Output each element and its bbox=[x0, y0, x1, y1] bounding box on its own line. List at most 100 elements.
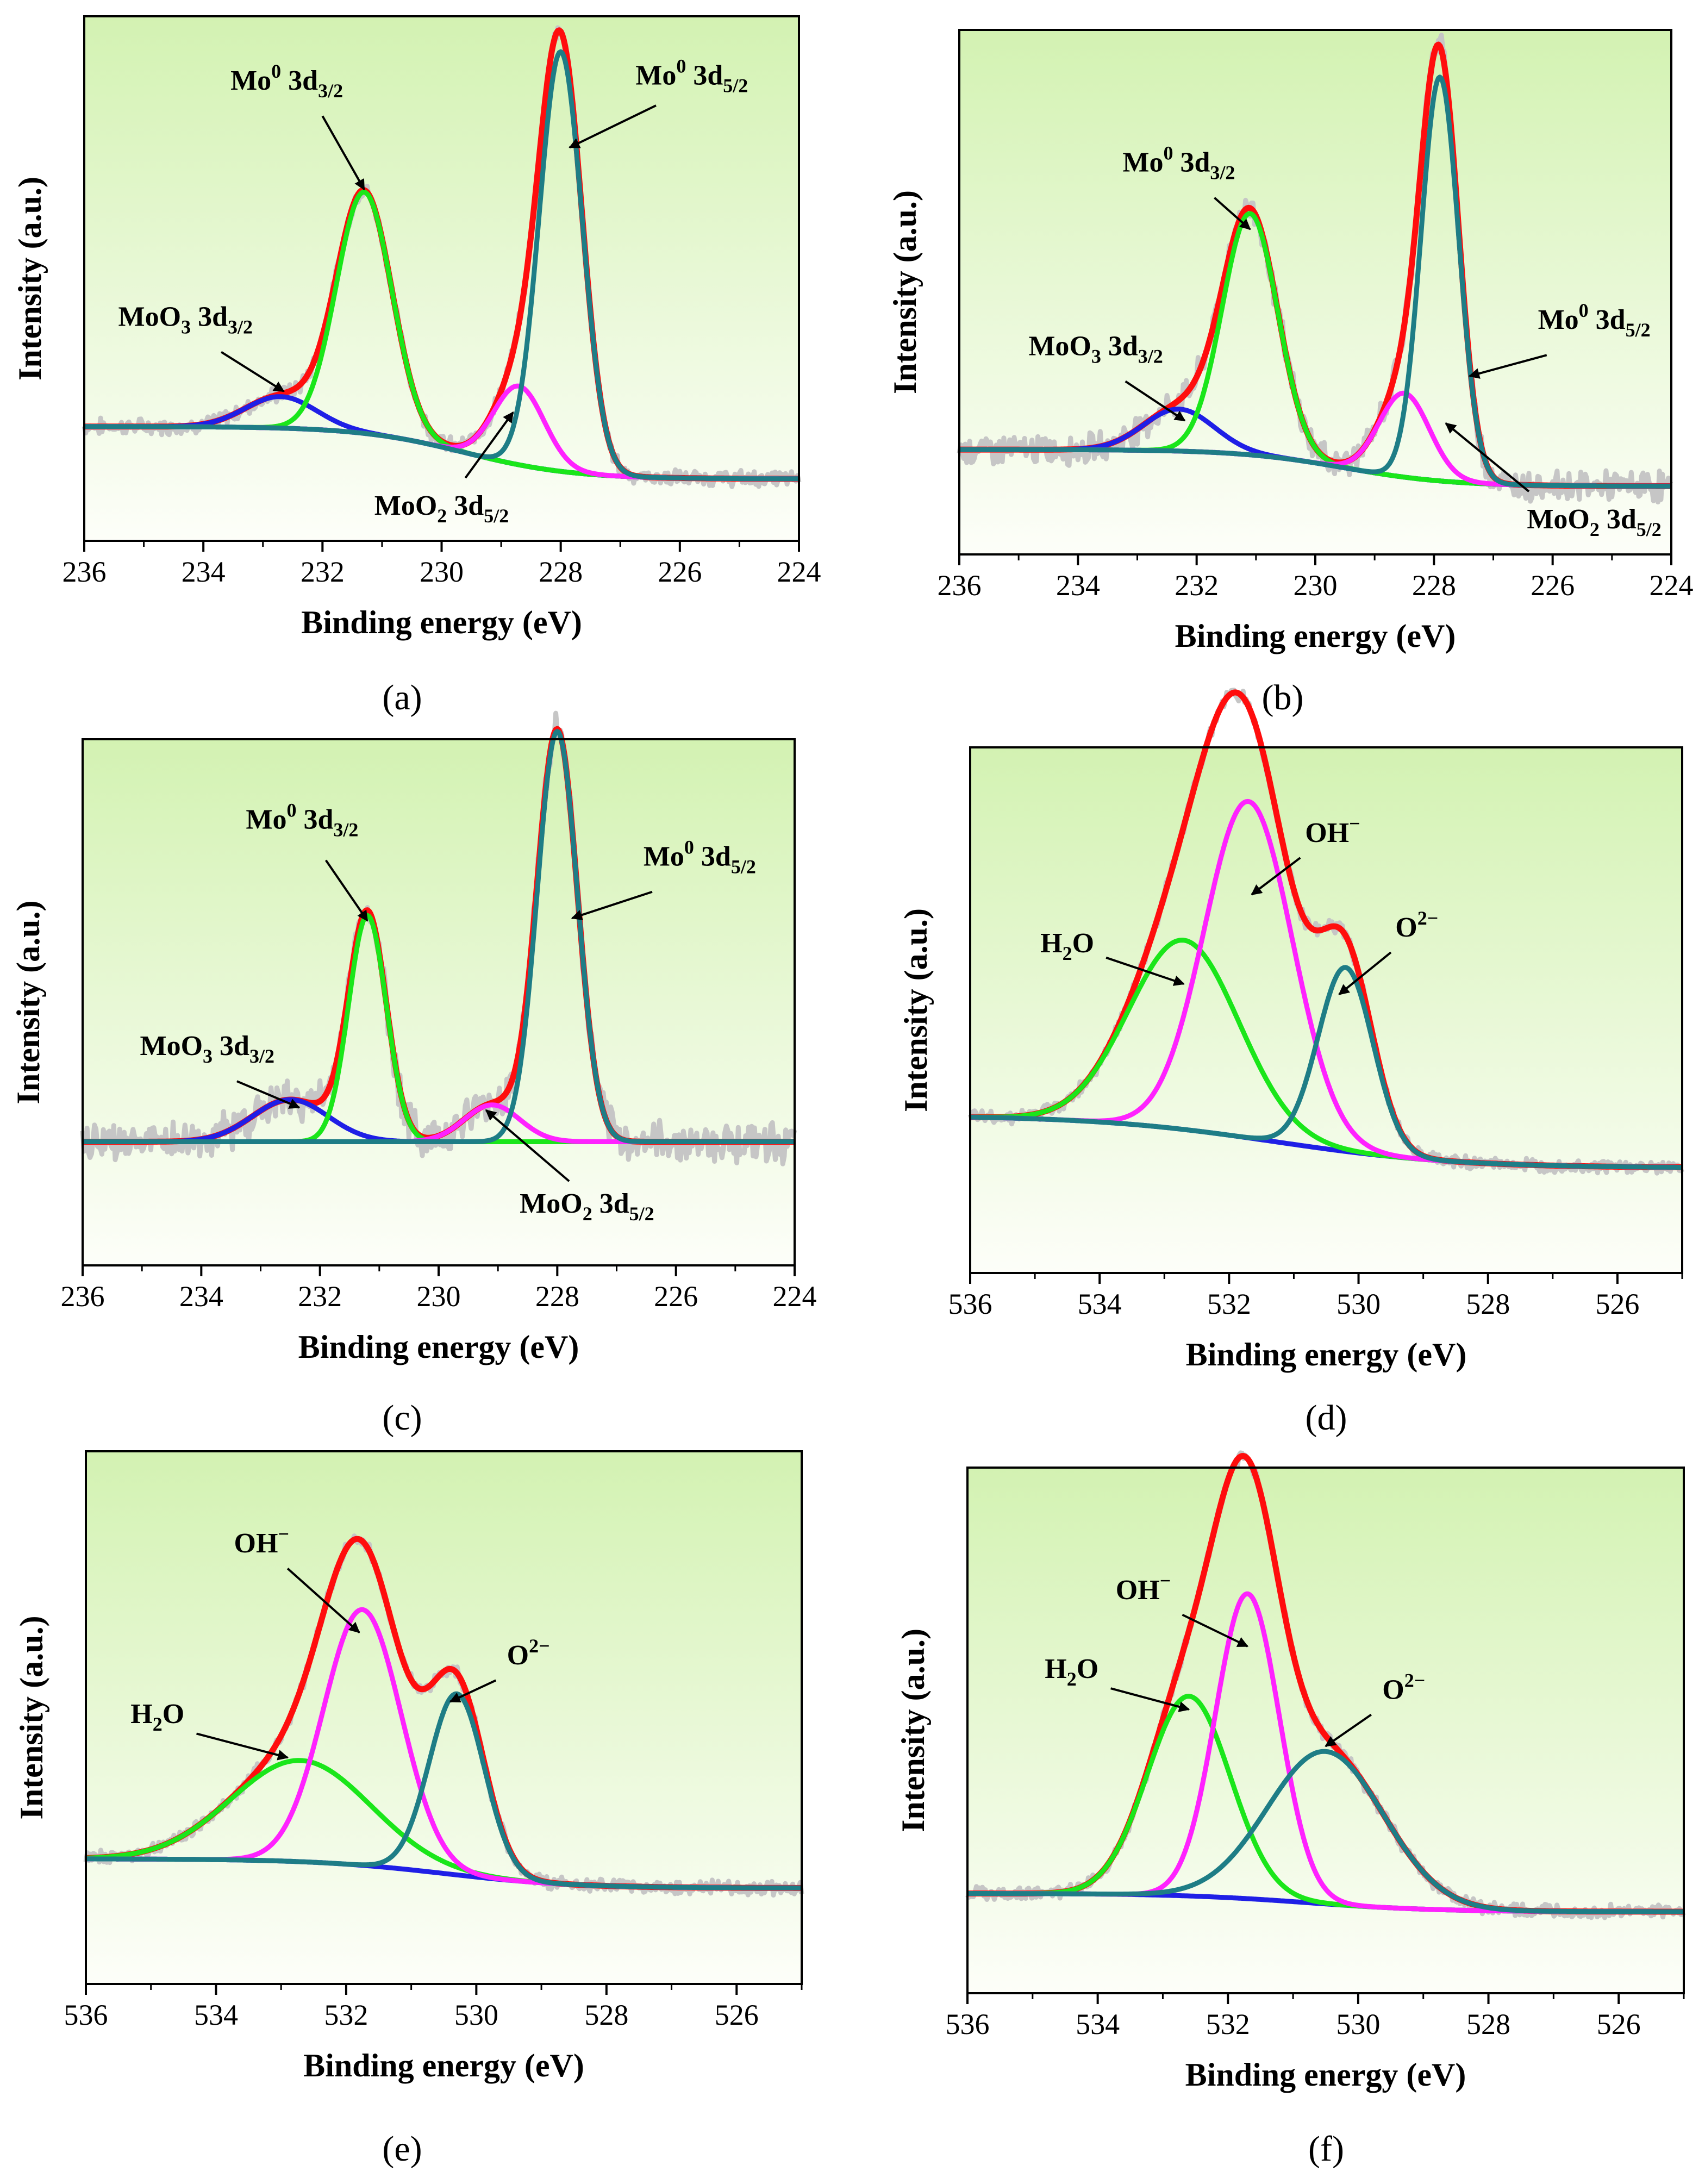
axes-frame bbox=[966, 1467, 1685, 1994]
peak-o2-line bbox=[85, 1691, 803, 1890]
x-tick-label: 526 bbox=[1597, 2008, 1641, 2041]
peak-mo0-3d5-2-line bbox=[958, 74, 1672, 489]
x-tick-label: 536 bbox=[64, 1999, 108, 2031]
annotation-arrow bbox=[1468, 354, 1547, 379]
panel-caption: (b) bbox=[1262, 678, 1304, 717]
x-tick-label: 236 bbox=[61, 1280, 105, 1313]
x-tick-label: 534 bbox=[1078, 1288, 1122, 1320]
x-tick-label: 528 bbox=[1466, 1288, 1510, 1320]
annotation-arrow bbox=[1445, 422, 1530, 492]
axes-frame bbox=[969, 746, 1683, 1274]
x-tick-label: 236 bbox=[938, 569, 982, 602]
peak-mo0-3d5-2-line bbox=[82, 729, 796, 1144]
annotation-arrow bbox=[1182, 1613, 1249, 1648]
x-tick-label: 230 bbox=[417, 1280, 461, 1313]
x-tick-label: 232 bbox=[301, 556, 345, 588]
x-tick-label: 530 bbox=[1336, 1288, 1381, 1320]
peak-annotation: O2− bbox=[1382, 1669, 1425, 1705]
panel-e: 536 534 532 530 528 526 Binding energy (eV) Int… bbox=[14, 1450, 804, 2169]
x-axis-title: Binding energy (eV) bbox=[303, 2048, 584, 2083]
y-axis-title: Intensity (a.u.) bbox=[14, 1615, 49, 1819]
annotation-arrow bbox=[236, 1080, 301, 1109]
panel-f: 536 534 532 530 528 526 Binding energy (eV) Int… bbox=[895, 1450, 1686, 2169]
peak-annotation: OH− bbox=[1116, 1570, 1171, 1606]
x-tick-label: 534 bbox=[1076, 2008, 1120, 2041]
x-tick-label: 224 bbox=[777, 556, 821, 588]
peak-annotation: H2O bbox=[1040, 928, 1094, 964]
peak-annotation: O2− bbox=[1395, 907, 1438, 943]
annotation-arrow bbox=[464, 411, 514, 479]
peak-o2-line bbox=[969, 965, 1683, 1170]
x-axis-title: Binding energy (eV) bbox=[1185, 2057, 1466, 2093]
annotation-arrow bbox=[1251, 857, 1301, 896]
x-tick-label: 534 bbox=[194, 1999, 238, 2031]
x-tick-label: 224 bbox=[1650, 569, 1694, 602]
x-tick-label: 526 bbox=[715, 1999, 759, 2031]
x-tick-label: 232 bbox=[1175, 569, 1219, 602]
peak-annotation: MoO3 3d3/2 bbox=[118, 301, 253, 338]
x-tick-label: 530 bbox=[1336, 2008, 1380, 2041]
peak-o2-line bbox=[966, 1749, 1685, 1914]
peak-annotation: MoO2 3d5/2 bbox=[374, 490, 509, 527]
peak-annotation: Mo0 3d3/2 bbox=[1122, 142, 1235, 184]
y-axis-title: Intensity (a.u.) bbox=[12, 177, 48, 380]
x-tick-label: 234 bbox=[182, 556, 226, 588]
x-tick-label: 226 bbox=[654, 1280, 698, 1313]
peak-annotation: O2− bbox=[507, 1635, 550, 1671]
peak-mo0-3d5-2-line bbox=[83, 49, 800, 482]
peak-annotation: H2O bbox=[130, 1699, 184, 1735]
x-tick-label: 526 bbox=[1595, 1288, 1639, 1320]
x-tick-label: 528 bbox=[1466, 2008, 1510, 2041]
x-tick-label: 226 bbox=[658, 556, 702, 588]
annotation-arrow bbox=[286, 1568, 360, 1633]
annotation-arrow bbox=[449, 1679, 497, 1703]
x-tick-label: 530 bbox=[454, 1999, 498, 2031]
x-tick-label: 224 bbox=[773, 1280, 817, 1313]
x-tick-label: 228 bbox=[535, 1280, 579, 1313]
x-tick-label: 234 bbox=[1056, 569, 1100, 602]
panel-a: 236 234 232 230 228 226 224 Binding energy (eV)… bbox=[12, 15, 821, 717]
peak-annotation: Mo0 3d5/2 bbox=[1538, 299, 1651, 341]
annotation-arrow bbox=[569, 104, 657, 149]
panel-caption: (e) bbox=[382, 2129, 422, 2169]
panel-c: 236 234 232 230 228 226 224 Binding energy (eV)… bbox=[10, 710, 817, 1438]
x-tick-label: 536 bbox=[946, 2008, 990, 2041]
annotation-arrow bbox=[220, 351, 285, 392]
peak-annotation: Mo0 3d5/2 bbox=[635, 55, 748, 96]
annotation-arrow bbox=[1110, 1687, 1190, 1712]
annotation-arrow bbox=[324, 859, 369, 922]
annotation-arrow bbox=[485, 1109, 570, 1182]
x-tick-label: 230 bbox=[1294, 569, 1338, 602]
x-tick-label: 232 bbox=[298, 1280, 342, 1313]
x-tick-label: 532 bbox=[1206, 2008, 1250, 2041]
plot-background bbox=[83, 739, 795, 1265]
x-axis-title: Binding energy (eV) bbox=[301, 604, 582, 640]
panel-caption: (d) bbox=[1306, 1398, 1347, 1438]
y-axis-title: Intensity (a.u.) bbox=[10, 900, 46, 1104]
panel-b: 236 234 232 230 228 226 224 Binding energy (eV)… bbox=[887, 29, 1694, 717]
x-tick-label: 236 bbox=[63, 556, 107, 588]
x-tick-label: 528 bbox=[584, 1999, 628, 2031]
annotation-arrow bbox=[1125, 380, 1186, 422]
panel-caption: (f) bbox=[1308, 2129, 1344, 2169]
annotation-arrow bbox=[1325, 1713, 1372, 1748]
x-tick-label: 226 bbox=[1531, 569, 1575, 602]
peak-annotation: Mo0 3d3/2 bbox=[246, 800, 358, 841]
annotation-arrow bbox=[196, 1732, 289, 1761]
peak-annotation: MoO2 3d5/2 bbox=[520, 1188, 654, 1225]
x-tick-label: 536 bbox=[948, 1288, 992, 1320]
peak-annotation: OH− bbox=[234, 1523, 289, 1559]
annotation-arrow bbox=[321, 115, 365, 191]
annotation-arrow bbox=[571, 890, 653, 921]
y-axis-title: Intensity (a.u.) bbox=[898, 908, 934, 1112]
peak-annotation: Mo0 3d5/2 bbox=[644, 836, 756, 877]
x-tick-label: 228 bbox=[539, 556, 583, 588]
peak-annotation: MoO2 3d5/2 bbox=[1527, 504, 1661, 540]
axes-frame bbox=[85, 1450, 803, 1985]
x-tick-label: 230 bbox=[420, 556, 464, 588]
plot-background bbox=[959, 30, 1671, 554]
peak-annotation: Mo0 3d3/2 bbox=[230, 60, 343, 102]
x-axis-title: Binding energy (eV) bbox=[298, 1329, 579, 1365]
x-tick-label: 532 bbox=[1207, 1288, 1251, 1320]
